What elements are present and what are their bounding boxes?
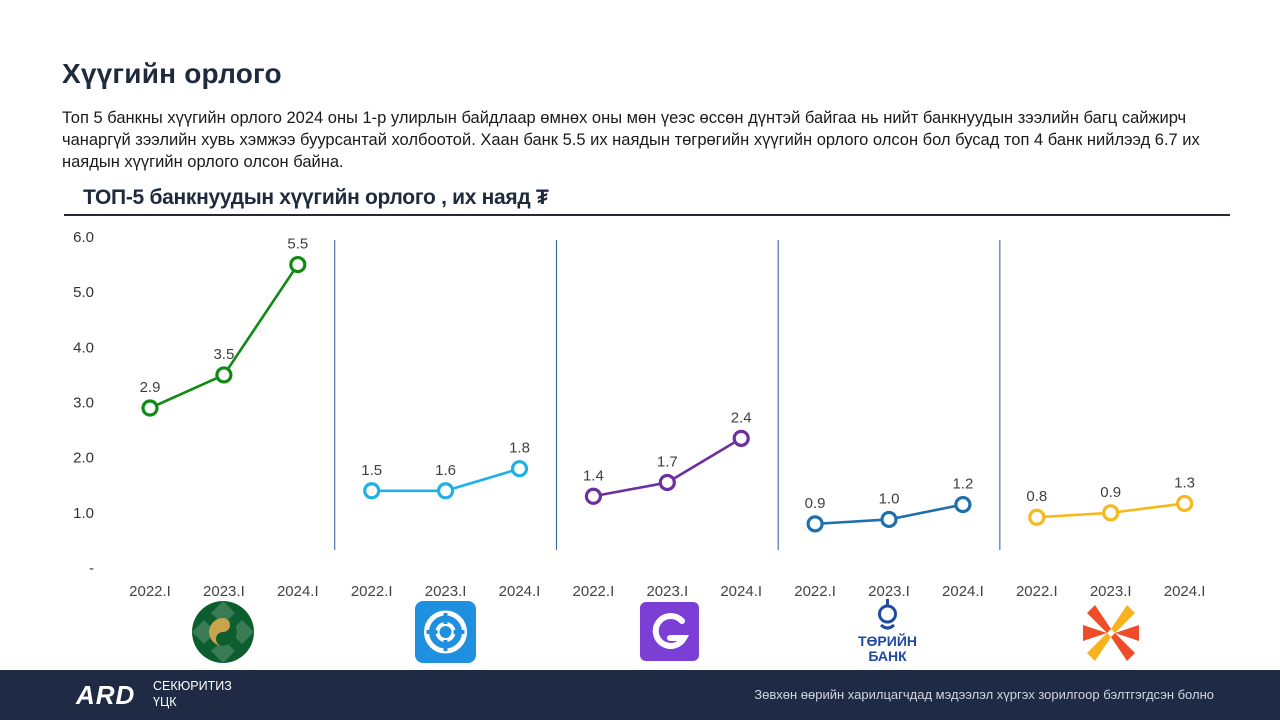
- data-label: 1.3: [1174, 474, 1195, 491]
- data-point: [141, 399, 159, 417]
- data-point: [880, 510, 898, 529]
- x-tick-label: 2023.I: [646, 583, 688, 600]
- data-label: 1.8: [509, 440, 530, 457]
- x-tick-label: 2022.I: [351, 583, 393, 600]
- interest-income-chart: - 1.0 2.0 3.0 4.0 5.0 6.0 2022.I 2023.I 2024.I 202…: [73, 229, 1206, 600]
- data-point: [1175, 494, 1194, 513]
- data-point: [732, 429, 750, 447]
- x-tick-label: 2024.I: [942, 583, 984, 600]
- x-tick-label: 2023.I: [868, 583, 910, 600]
- data-label: 1.2: [952, 476, 973, 493]
- data-label: 1.6: [435, 462, 456, 479]
- state-bank-name-line1: ТӨРИЙН: [857, 633, 917, 649]
- data-label: 3.5: [213, 346, 234, 363]
- x-tick-label: 2024.I: [720, 583, 762, 600]
- data-label: 0.8: [1026, 488, 1047, 505]
- data-point: [584, 487, 603, 505]
- y-tick-label: 5.0: [73, 284, 94, 301]
- data-point: [510, 460, 529, 478]
- data-point: [954, 495, 972, 514]
- ard-logo-sub2: ҮЦК: [153, 695, 177, 709]
- x-tick-label: 2023.I: [1090, 583, 1132, 600]
- x-tick-label: 2022.I: [794, 583, 836, 600]
- chart-title: ТОП-5 банкнуудын хүүгийн орлого , их ная…: [83, 186, 549, 209]
- page-title: Хүүгийн орлого: [62, 58, 282, 89]
- data-label: 0.9: [805, 495, 826, 512]
- state-bank-logo: ТӨРИЙН БАНК: [845, 597, 930, 665]
- tdb-bank-logo: [640, 602, 699, 661]
- data-point: [215, 366, 233, 384]
- x-tick-label: 2023.I: [425, 583, 467, 600]
- series-line: [149, 263, 299, 410]
- data-point: [806, 515, 824, 533]
- data-label: 1.7: [657, 453, 678, 470]
- y-tick-label: 6.0: [73, 229, 94, 246]
- title-divider: [64, 214, 1230, 216]
- intro-text: Топ 5 банкны хүүгийн орлого 2024 оны 1-р…: [62, 109, 1200, 171]
- data-label: 1.5: [361, 462, 382, 479]
- x-tick-label: 2024.I: [277, 583, 319, 600]
- x-tick-label: 2022.I: [1016, 583, 1058, 600]
- data-label: 5.5: [287, 236, 308, 253]
- x-tick-label: 2024.I: [499, 583, 541, 600]
- y-tick-label: 1.0: [73, 505, 94, 522]
- state-bank-emblem-icon: [878, 599, 897, 630]
- data-label: 1.4: [583, 467, 604, 484]
- khan-bank-logo: [192, 601, 254, 663]
- y-tick-label: 2.0: [73, 450, 94, 467]
- data-label: 1.0: [879, 490, 900, 507]
- disclaimer: Зөвхөн өөрийн харилцагчдад мэдээлэл хүрг…: [754, 687, 1214, 702]
- ard-logo: ARD: [76, 680, 136, 710]
- data-point: [289, 255, 307, 274]
- ard-logo-sub1: СЕКЮРИТИЗ: [153, 679, 232, 693]
- data-label: 0.9: [1100, 484, 1121, 501]
- data-point: [658, 473, 676, 492]
- y-tick-label: 3.0: [73, 395, 94, 412]
- y-tick-label: -: [89, 560, 94, 577]
- xac-bank-logo: [1083, 605, 1139, 661]
- x-tick-label: 2023.I: [203, 583, 245, 600]
- golomt-bank-logo: [415, 601, 476, 663]
- data-point: [437, 482, 455, 500]
- footer-bar: ARD СЕКЮРИТИЗ ҮЦК Зөвхөн өөрийн харилцаг…: [0, 670, 1280, 720]
- data-label: 2.9: [140, 379, 161, 396]
- y-tick-label: 4.0: [73, 339, 94, 356]
- x-tick-label: 2022.I: [573, 583, 615, 600]
- data-point: [1102, 504, 1120, 522]
- state-bank-name: ТӨРИЙН БАНК: [845, 634, 930, 664]
- ard-logo-subtitle: СЕКЮРИТИЗ ҮЦК: [153, 678, 232, 710]
- x-tick-label: 2024.I: [1164, 583, 1206, 600]
- state-bank-name-line2: БАНК: [868, 648, 907, 664]
- data-point: [363, 482, 381, 500]
- data-label: 2.4: [731, 409, 752, 426]
- x-tick-label: 2022.I: [129, 583, 171, 600]
- data-point: [1028, 508, 1046, 526]
